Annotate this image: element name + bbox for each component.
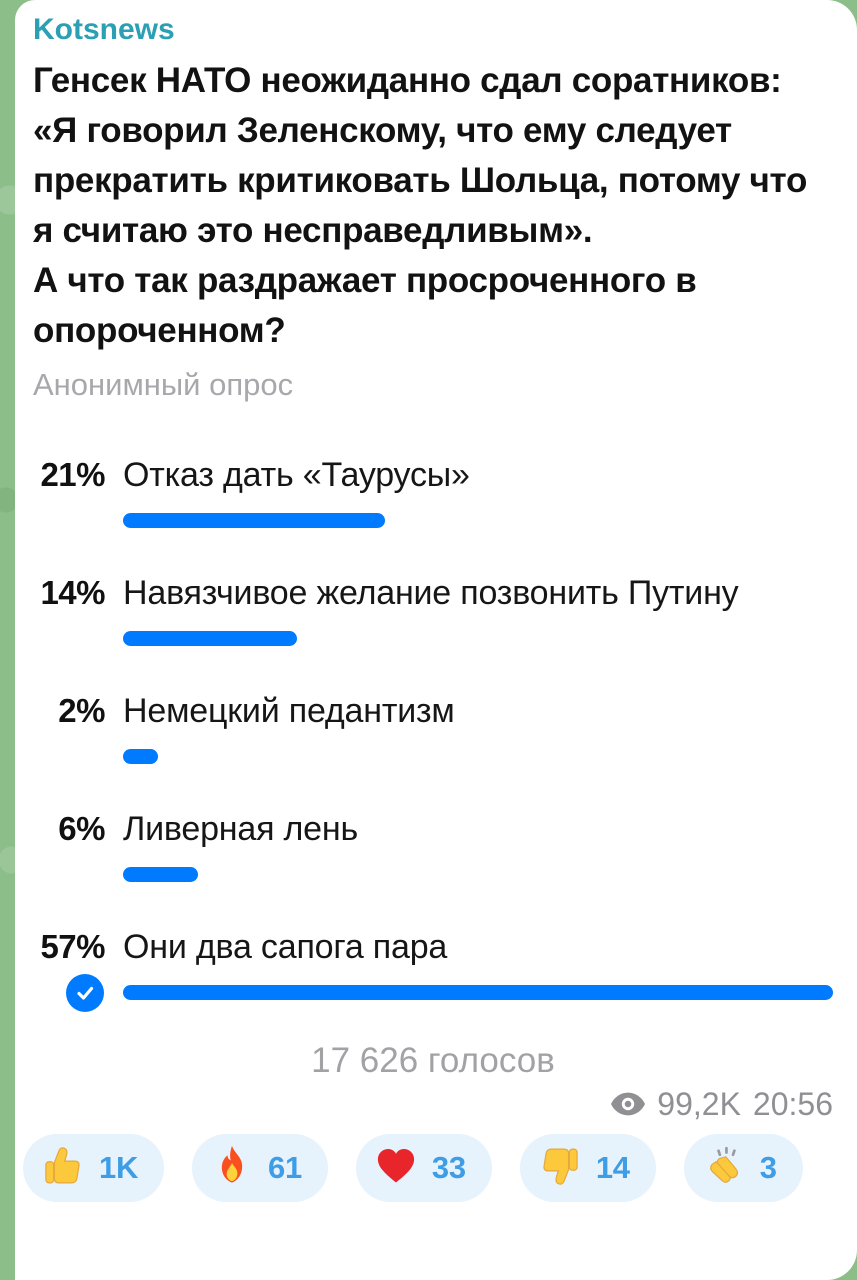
clap-icon (702, 1144, 746, 1193)
option-bar (123, 985, 833, 1000)
message-meta: 99,2K 20:56 (33, 1086, 833, 1122)
poll-question: Генсек НАТО неожиданно сдал соратников: … (33, 61, 808, 350)
fire-icon (210, 1144, 254, 1193)
message-bubble: Kotsnews Генсек НАТО неожиданно сдал сор… (15, 0, 857, 1280)
chosen-checkmark-icon (66, 973, 104, 1012)
reactions-bar: 1K 61 33 14 3 (23, 1134, 833, 1202)
option-label: Ливерная лень (123, 810, 358, 848)
reaction-thumbs-up[interactable]: 1K (23, 1134, 165, 1202)
option-bar (123, 749, 158, 764)
poll-option-4[interactable]: 6% Ливерная лень (33, 806, 833, 882)
views-count: 99,2K (657, 1086, 741, 1122)
option-label: Навязчивое желание позвонить Путину (123, 574, 739, 612)
channel-name[interactable]: Kotsnews (33, 13, 175, 46)
option-bar (123, 513, 385, 528)
reaction-clap[interactable]: 3 (683, 1134, 803, 1202)
views-eye-icon (611, 1092, 646, 1116)
option-label: Они два сапога пара (123, 928, 448, 966)
option-percent: 21% (40, 456, 105, 493)
poll-option-5[interactable]: 57% Они два сапога пара (33, 924, 833, 1012)
poll-options: 21% Отказ дать «Таурусы» 14% Навязчивое … (33, 452, 833, 1012)
reaction-thumbs-down[interactable]: 14 (519, 1134, 656, 1202)
thumbs-down-icon (538, 1144, 582, 1193)
option-bar (123, 631, 298, 646)
option-percent: 2% (58, 692, 105, 729)
poll-option-3[interactable]: 2% Немецкий педантизм (33, 688, 833, 764)
option-percent: 14% (40, 574, 105, 611)
poll-option-2[interactable]: 14% Навязчивое желание позвонить Путину (33, 570, 833, 646)
reaction-fire[interactable]: 61 (192, 1134, 328, 1202)
option-label: Немецкий педантизм (123, 692, 455, 730)
poll-type-label: Анонимный опрос (33, 367, 294, 402)
reaction-count: 33 (431, 1150, 466, 1185)
option-bar (123, 867, 198, 882)
option-label: Отказ дать «Таурусы» (123, 456, 470, 494)
reaction-count: 1K (99, 1150, 139, 1185)
thumbs-up-icon (41, 1144, 85, 1193)
reaction-count: 14 (595, 1150, 630, 1185)
reaction-heart[interactable]: 33 (355, 1134, 492, 1202)
option-percent: 57% (40, 928, 105, 965)
option-percent: 6% (58, 810, 105, 847)
votes-count: 17 626 голосов (311, 1041, 555, 1080)
reaction-count: 61 (268, 1150, 302, 1185)
heart-icon (374, 1144, 418, 1193)
message-time: 20:56 (752, 1086, 833, 1122)
poll-option-1[interactable]: 21% Отказ дать «Таурусы» (33, 452, 833, 528)
reaction-count: 3 (759, 1150, 777, 1185)
